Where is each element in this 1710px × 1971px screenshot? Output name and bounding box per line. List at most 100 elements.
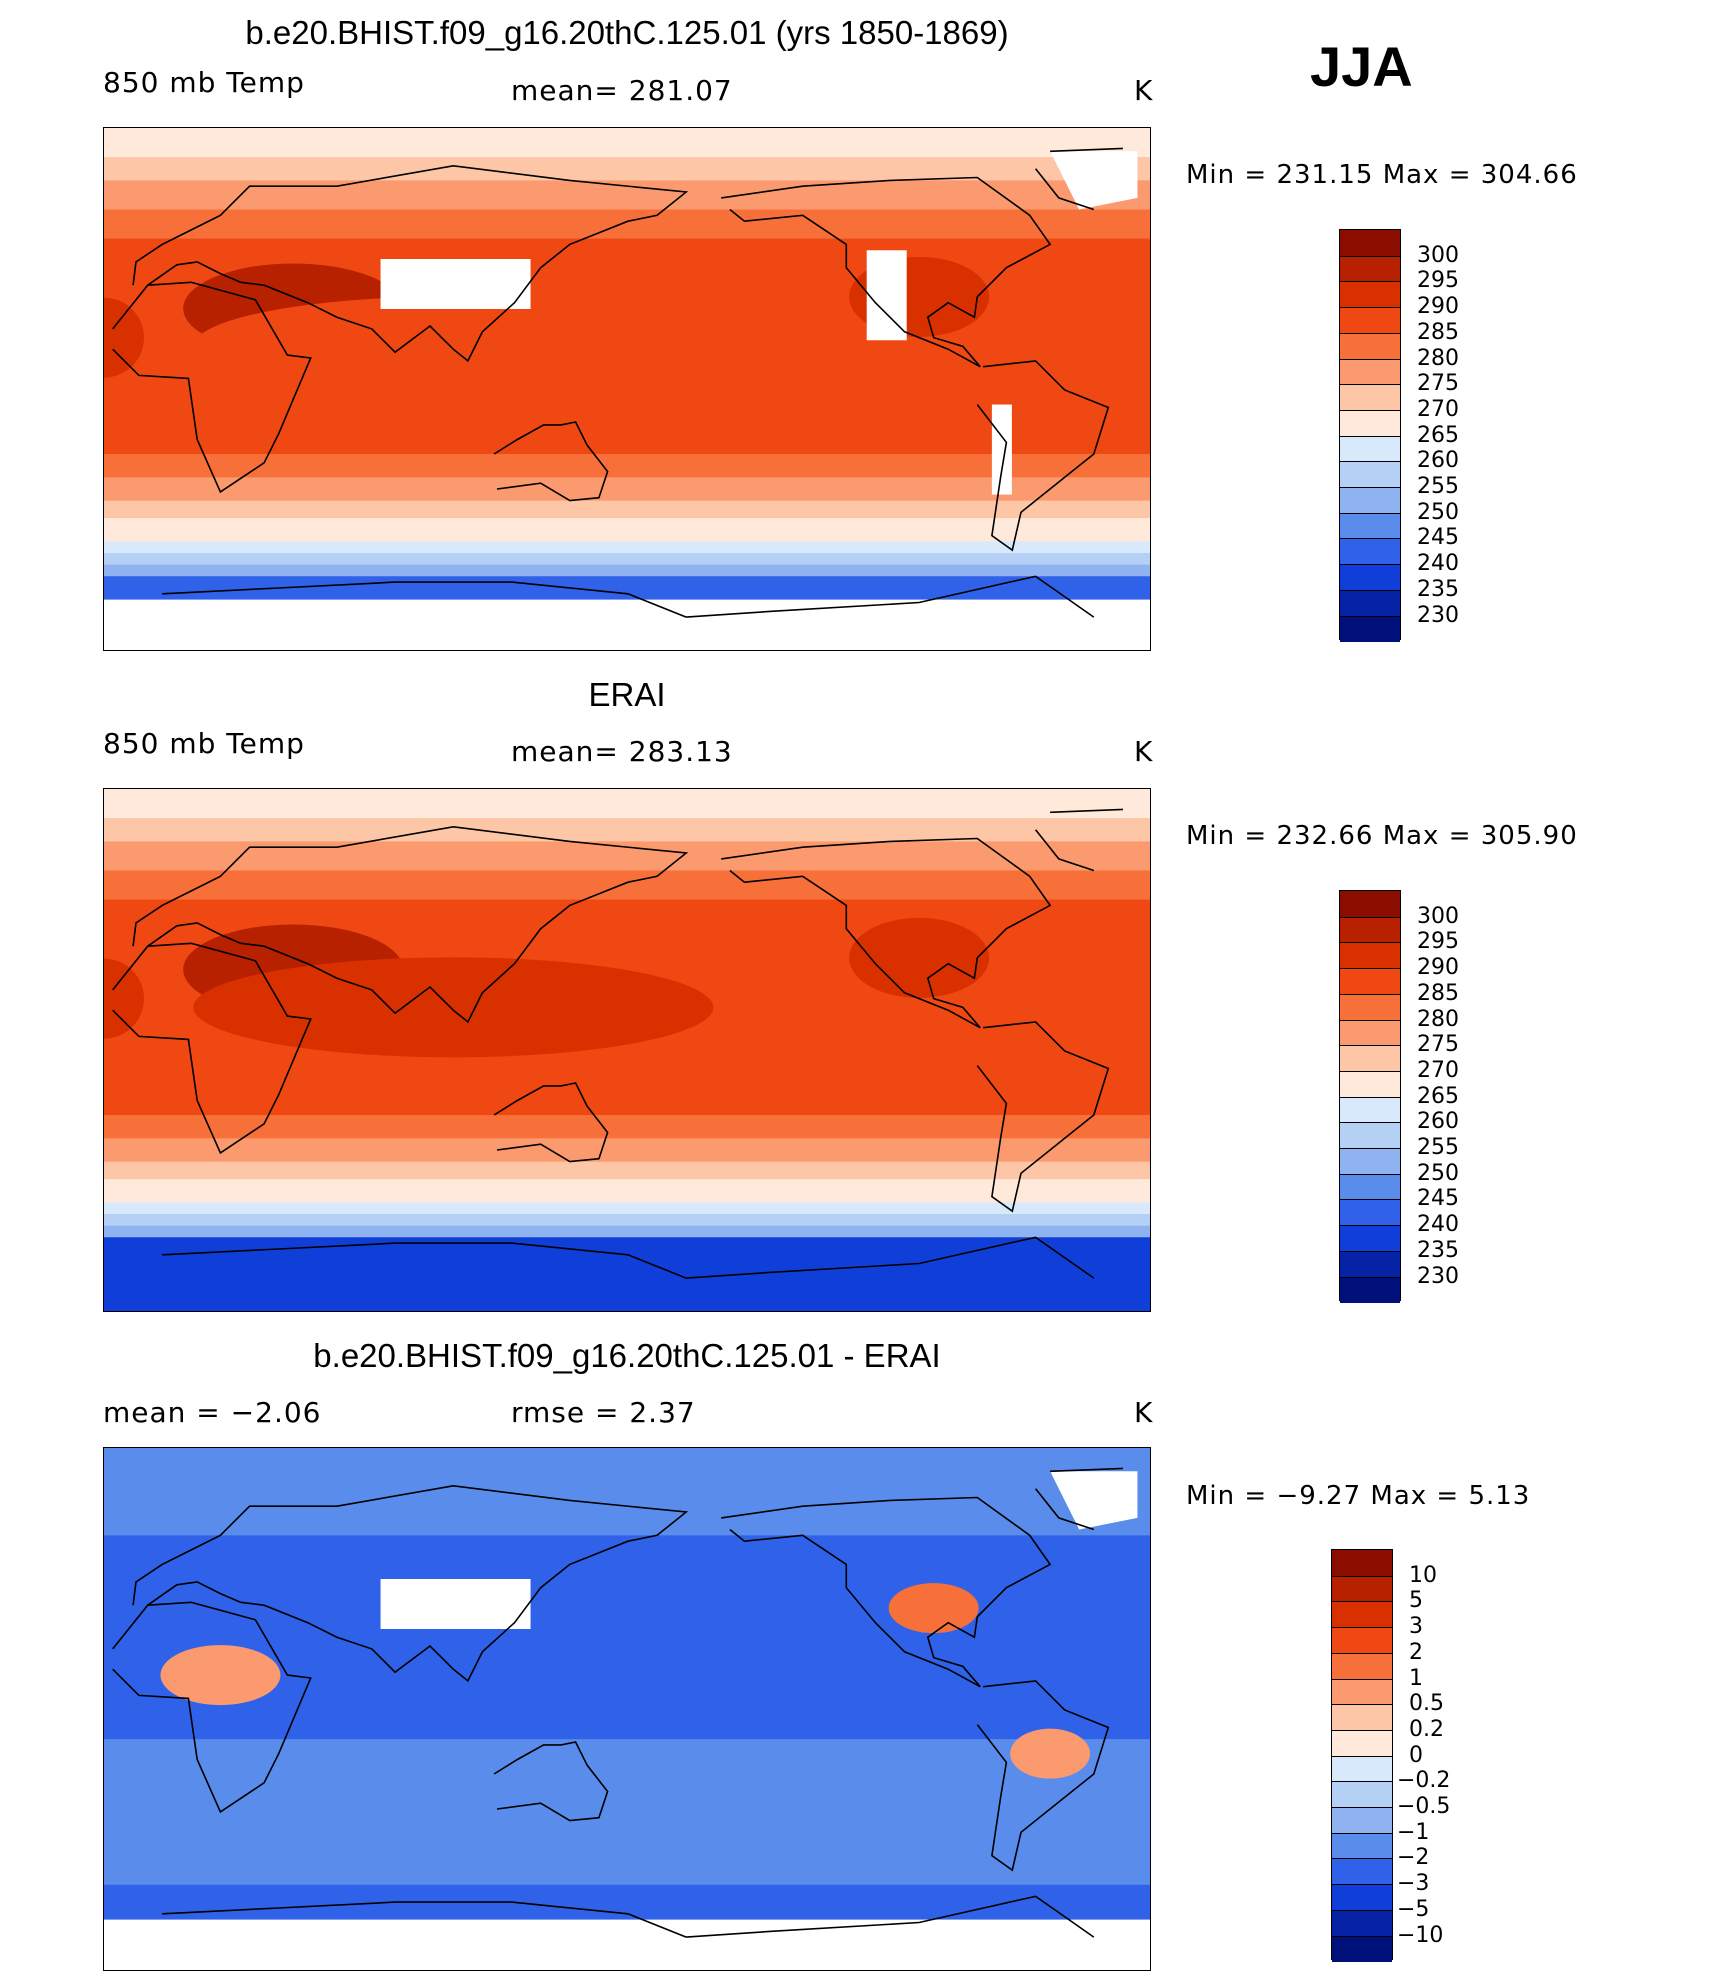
colorbar-swatch: [1340, 255, 1400, 283]
panel-3-mean-label: mean = −2.06: [103, 1396, 322, 1429]
colorbar-swatch: [1340, 1122, 1400, 1149]
colorbar-tick-label: −0.5: [1397, 1794, 1451, 1819]
field-hotspot: [193, 296, 714, 397]
colorbar-swatch: [1340, 615, 1400, 643]
colorbar-swatch: [1332, 1884, 1392, 1911]
colorbar-tick-label: 290: [1417, 294, 1459, 320]
field-band: [104, 238, 1150, 263]
coastline: [493, 1741, 609, 1822]
colorbar-swatch: [1332, 1704, 1392, 1731]
colorbar-tick-label: 245: [1417, 525, 1459, 551]
field-band: [104, 541, 1150, 555]
coastline: [721, 837, 1052, 1029]
colorbar-swatch: [1332, 1781, 1392, 1808]
colorbar-tick-label: 255: [1417, 474, 1459, 499]
field-band: [104, 1535, 1150, 1740]
season-label: JJA: [1310, 35, 1413, 98]
coastline: [112, 1601, 312, 1814]
colorbar-swatch: [1340, 993, 1400, 1021]
colorbar-swatch: [1332, 1832, 1392, 1860]
field-anomaly: [160, 1645, 281, 1706]
coastline: [112, 281, 312, 494]
field: [104, 789, 1150, 1311]
colorbar-swatch: [1340, 384, 1400, 411]
colorbar-tick-label: 295: [1417, 268, 1459, 294]
field-band: [104, 477, 1150, 502]
field-band: [104, 180, 1150, 211]
colorbar-swatch: [1332, 1601, 1392, 1629]
colorbar-tick-label: 5: [1409, 1588, 1423, 1614]
field-band: [104, 209, 1150, 240]
colorbar-tick-label: 0: [1409, 1742, 1423, 1768]
colorbar-tick-label: −2: [1397, 1845, 1430, 1871]
colorbar-tick-label: 230: [1417, 1263, 1459, 1289]
field: [104, 1448, 1150, 1970]
colorbar-swatch: [1340, 538, 1400, 566]
colorbar-tick-label: 255: [1417, 1135, 1459, 1160]
coastline: [132, 825, 689, 1024]
colorbar-swatch: [1340, 564, 1400, 591]
field-hotspot: [104, 958, 144, 1039]
colorbar-swatch: [1340, 1019, 1400, 1047]
colorbar-tick-label: 1: [1409, 1665, 1423, 1691]
field-band: [104, 518, 1150, 543]
field-hotspot: [849, 917, 990, 998]
colorbar-swatch: [1332, 1909, 1392, 1937]
field-hotspot: [104, 297, 144, 378]
colorbar-swatch: [1340, 1250, 1400, 1278]
coastline: [493, 421, 609, 502]
colorbar-swatch: [1340, 916, 1400, 944]
colorbar-tick-label: 270: [1417, 396, 1459, 422]
panel-2-minmax: Min = 232.66 Max = 305.90: [1186, 821, 1578, 851]
colorbar-tick-label: 285: [1417, 319, 1459, 345]
panel-3-title: b.e20.BHIST.f09_g16.20thC.125.01 - ERAI: [313, 1337, 941, 1374]
colorbar-swatch: [1332, 1935, 1392, 1963]
field-band: [104, 157, 1150, 182]
colorbar-tick-label: 240: [1417, 1212, 1459, 1238]
panel-1-map: [103, 127, 1151, 651]
field-anomaly: [1010, 1728, 1091, 1779]
coastline: [976, 1680, 1110, 1872]
panel-3-minmax: Min = −9.27 Max = 5.13: [1186, 1481, 1531, 1511]
panel-3-units-label: K: [1134, 1396, 1154, 1429]
colorbar-tick-label: 260: [1417, 1109, 1459, 1135]
coastline: [976, 1021, 1110, 1213]
colorbar-tick-label: 250: [1417, 499, 1459, 525]
colorbar-tick-label: 265: [1417, 422, 1459, 448]
colorbar-tick-label: 285: [1417, 980, 1459, 1006]
field-band: [104, 1115, 1150, 1140]
field-band: [104, 1225, 1150, 1239]
field-anomaly: [888, 1583, 979, 1634]
colorbar-swatch: [1340, 589, 1400, 617]
coastlines: [112, 1467, 1123, 1938]
field-band: [104, 899, 1150, 924]
colorbar-tick-label: −0.2: [1397, 1768, 1451, 1794]
field-band: [104, 500, 1150, 520]
coastlines: [112, 808, 1123, 1279]
colorbar-tick-label: 240: [1417, 551, 1459, 577]
panel-3-rmse-label: rmse = 2.37: [511, 1396, 696, 1429]
colorbar-swatch: [1340, 435, 1400, 463]
colorbar-tick-label: 280: [1417, 1006, 1459, 1032]
field-band: [104, 1080, 1150, 1117]
panel-1-title: b.e20.BHIST.f09_g16.20thC.125.01 (yrs 18…: [245, 14, 1009, 51]
colorbar-tick-label: 260: [1417, 448, 1459, 474]
colorbar-tick-label: 0.5: [1409, 1691, 1444, 1717]
colorbar-swatch: [1340, 942, 1400, 970]
missing-data: [1050, 1471, 1138, 1530]
field-band: [104, 870, 1150, 901]
colorbar-swatch: [1332, 1575, 1392, 1603]
colorbar-swatch: [1332, 1550, 1392, 1576]
colorbar-swatch: [1340, 487, 1400, 514]
field-band: [104, 553, 1150, 566]
field-band: [104, 1138, 1150, 1163]
colorbar-swatch: [1340, 1096, 1400, 1124]
colorbar-tick-label: 10: [1409, 1562, 1437, 1588]
colorbar-tick-label: −10: [1397, 1922, 1444, 1948]
field-band: [104, 419, 1150, 456]
colorbar-tick-label: −1: [1397, 1819, 1430, 1845]
colorbar-swatch: [1340, 332, 1400, 360]
missing-data: [991, 404, 1012, 495]
colorbar-tick-label: 290: [1417, 955, 1459, 981]
colorbar-swatch: [1332, 1652, 1392, 1680]
